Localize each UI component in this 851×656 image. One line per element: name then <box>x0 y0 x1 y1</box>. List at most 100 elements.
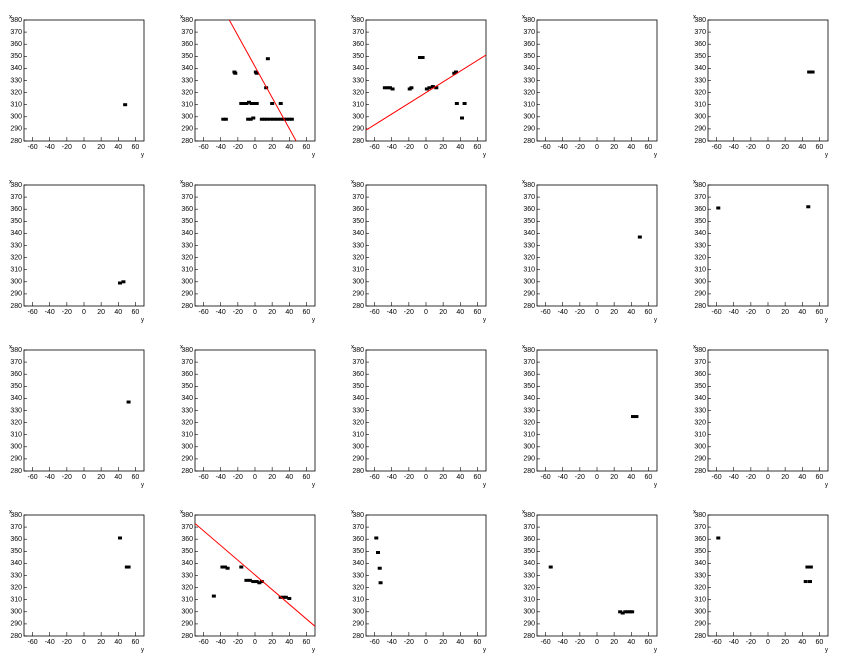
x-tick-label: 0 <box>766 474 770 481</box>
point <box>805 565 810 569</box>
y-tick-label: 370 <box>10 524 22 531</box>
x-axis-label: y <box>141 153 144 159</box>
point <box>716 206 721 210</box>
plot-frame <box>23 184 145 307</box>
y-tick-label: 360 <box>694 41 706 48</box>
y-tick-label: 310 <box>523 597 535 604</box>
y-tick-label: 310 <box>694 432 706 439</box>
x-tick-label: -20 <box>404 474 414 481</box>
y-axis-label: x <box>693 510 696 516</box>
x-tick-label: -40 <box>729 309 739 316</box>
y-tick-label: 290 <box>523 126 535 133</box>
point <box>382 86 387 90</box>
y-tick-label: 350 <box>352 218 364 225</box>
y-tick-label: 300 <box>181 279 193 286</box>
y-tick-label: 320 <box>694 89 706 96</box>
y-tick-label: 340 <box>181 65 193 72</box>
y-tick-label: 350 <box>181 383 193 390</box>
y-tick-label: 320 <box>694 254 706 261</box>
x-tick-label: -40 <box>558 309 568 316</box>
x-tick-label: -60 <box>370 144 380 151</box>
y-tick-label: 340 <box>352 395 364 402</box>
x-tick-label: 20 <box>610 144 618 151</box>
y-tick-label: 350 <box>352 548 364 555</box>
x-tick-label: 40 <box>114 474 122 481</box>
y-tick-label: 320 <box>352 584 364 591</box>
x-tick-label: 60 <box>474 474 482 481</box>
y-tick-label: 310 <box>181 597 193 604</box>
y-tick-label: 320 <box>181 254 193 261</box>
point <box>618 610 623 614</box>
x-tick-label: -40 <box>729 144 739 151</box>
y-axis-label: x <box>9 15 12 21</box>
y-tick-label: 290 <box>352 291 364 298</box>
x-tick-label: 20 <box>268 144 276 151</box>
x-tick-label: 60 <box>474 639 482 646</box>
x-tick-label: -40 <box>216 474 226 481</box>
y-tick-label: 280 <box>352 303 364 310</box>
y-tick-label: 310 <box>181 432 193 439</box>
x-tick-label: 20 <box>781 144 789 151</box>
x-tick-label: 0 <box>253 309 257 316</box>
x-axis-label: y <box>312 648 315 654</box>
point <box>254 580 259 584</box>
point <box>806 205 811 209</box>
y-tick-label: 300 <box>181 114 193 121</box>
x-tick-label: 60 <box>303 309 311 316</box>
x-tick-label: 60 <box>303 144 311 151</box>
plot-frame <box>365 19 487 142</box>
y-tick-label: 330 <box>181 407 193 414</box>
y-tick-label: 320 <box>352 89 364 96</box>
point <box>268 117 273 121</box>
y-tick-label: 340 <box>523 230 535 237</box>
x-tick-label: -20 <box>62 309 72 316</box>
y-tick-label: 380 <box>352 512 364 519</box>
x-tick-label: 0 <box>82 474 86 481</box>
x-axis-label: y <box>483 483 486 489</box>
x-tick-label: -60 <box>28 309 38 316</box>
y-tick-label: 290 <box>10 621 22 628</box>
x-tick-label: -40 <box>216 144 226 151</box>
y-tick-label: 370 <box>694 194 706 201</box>
x-axis-label: y <box>654 648 657 654</box>
x-tick-label: 20 <box>97 474 105 481</box>
point <box>390 87 395 91</box>
y-tick-label: 360 <box>181 536 193 543</box>
point <box>427 86 432 90</box>
x-axis-label: y <box>654 318 657 324</box>
point <box>810 70 815 74</box>
y-tick-label: 330 <box>352 242 364 249</box>
y-tick-label: 300 <box>523 279 535 286</box>
y-tick-label: 380 <box>523 17 535 24</box>
y-tick-label: 380 <box>694 512 706 519</box>
x-tick-label: -60 <box>28 639 38 646</box>
y-tick-label: 330 <box>523 242 535 249</box>
x-tick-label: -40 <box>45 474 55 481</box>
x-tick-label: -60 <box>712 309 722 316</box>
y-axis-label: x <box>180 180 183 186</box>
y-axis-label: x <box>9 345 12 351</box>
y-tick-label: 350 <box>523 383 535 390</box>
y-tick-label: 310 <box>10 267 22 274</box>
point <box>259 117 264 121</box>
fit-line <box>366 54 486 131</box>
y-tick-label: 320 <box>694 584 706 591</box>
y-tick-label: 310 <box>523 432 535 439</box>
y-tick-label: 300 <box>694 279 706 286</box>
x-tick-label: -60 <box>199 639 209 646</box>
y-tick-label: 280 <box>523 138 535 145</box>
point <box>247 578 252 582</box>
x-tick-label: 40 <box>456 474 464 481</box>
y-tick-label: 310 <box>694 267 706 274</box>
x-tick-label: 20 <box>781 309 789 316</box>
fit-line <box>228 20 297 141</box>
y-tick-label: 310 <box>10 432 22 439</box>
point <box>233 71 238 75</box>
y-tick-label: 370 <box>523 524 535 531</box>
point <box>454 101 459 105</box>
point <box>265 117 269 121</box>
y-tick-label: 320 <box>523 419 535 426</box>
y-tick-label: 280 <box>523 468 535 475</box>
y-tick-label: 320 <box>181 419 193 426</box>
x-tick-label: 0 <box>82 639 86 646</box>
